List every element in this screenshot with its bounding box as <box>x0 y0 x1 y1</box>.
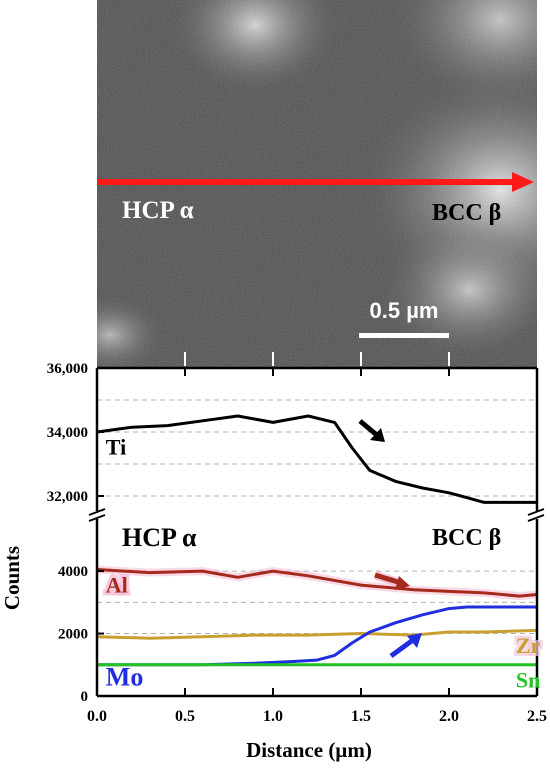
y-tick-label: 4000 <box>58 564 88 580</box>
series-ti-line <box>96 414 537 504</box>
y-tick-label: 0 <box>81 689 89 705</box>
series-label-al: Al <box>106 572 128 597</box>
x-tick-label: 1.0 <box>263 708 283 725</box>
chart-background <box>97 368 537 696</box>
series-lines <box>96 414 538 667</box>
series-label-al-halo: Al <box>106 572 128 597</box>
sem-micrograph <box>97 0 537 368</box>
chart-phase-right-label: BCC β <box>432 525 501 551</box>
y-tick-label: 2000 <box>58 627 88 643</box>
x-tick-label: 0.5 <box>175 708 195 725</box>
y-tick-label: 34,000 <box>47 425 88 441</box>
mo-trend-arrow <box>389 633 422 659</box>
y-tick-label: 32,000 <box>47 489 88 505</box>
chart-phase-left-label: HCP α <box>122 523 197 552</box>
series-label-zr-halo: Zr <box>516 633 541 658</box>
x-tick-label: 0.0 <box>87 708 107 725</box>
series-al-line <box>96 568 538 598</box>
scan-line-arrow <box>97 172 534 192</box>
y-tick-label: 36,000 <box>47 361 88 377</box>
axes <box>88 366 546 698</box>
scale-bar: 0.5 µm <box>359 298 449 338</box>
chart-area: 0.0 0.5 1.0 1.5 2.0 2.5 32,000 34,000 36,000 0 200… <box>47 352 547 725</box>
axis-break-right-gap <box>526 511 546 519</box>
x-tick-label: 2.5 <box>527 708 547 725</box>
al-trend-arrow <box>373 570 410 590</box>
ticks: 0.0 0.5 1.0 1.5 2.0 2.5 32,000 34,000 36,000 0 200… <box>47 352 547 725</box>
series-zr-line <box>96 628 538 640</box>
micrograph-phase-left-label: HCP α <box>122 197 194 224</box>
ti-trend-arrow <box>358 419 385 442</box>
x-axis-title: Distance (µm) <box>246 738 372 762</box>
axis-break-left-gap <box>88 511 108 519</box>
y-axis-title: Counts <box>0 546 24 610</box>
x-tick-label: 2.0 <box>439 708 459 725</box>
micrograph-phase-right-label: BCC β <box>432 200 501 226</box>
scale-bar-label: 0.5 µm <box>370 298 439 323</box>
series-label-mo: Mo <box>106 662 144 691</box>
x-tick-label: 1.5 <box>351 708 371 725</box>
axis-break-left-mark <box>88 508 106 522</box>
series-label-zr: Zr <box>516 633 541 658</box>
series-label-ti: Ti <box>106 434 126 459</box>
series-label-sn: Sn <box>516 667 540 692</box>
axis-break-right-mark <box>527 508 545 522</box>
scale-bar-line <box>359 333 449 338</box>
